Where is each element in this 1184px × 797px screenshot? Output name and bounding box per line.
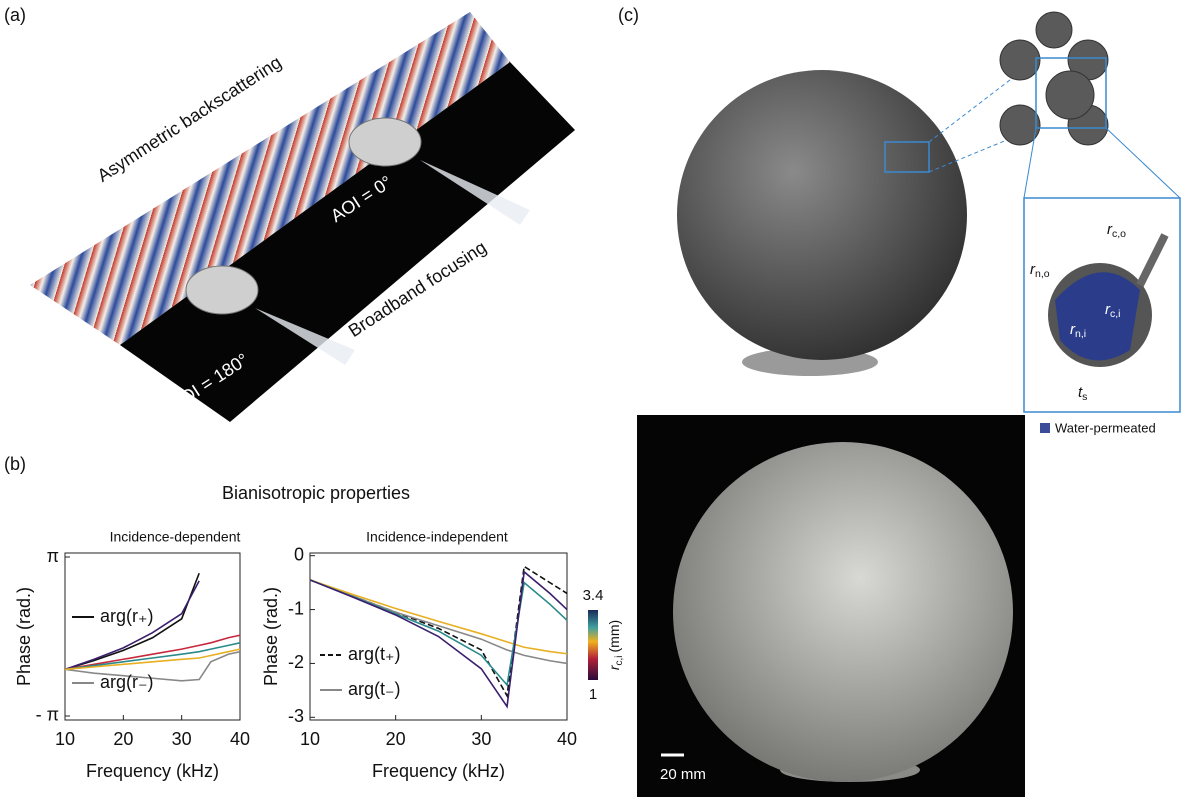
- figure: (a) Asymmetric backscattering AOI = 0° B…: [0, 0, 1184, 797]
- panel-label: (c): [618, 5, 639, 25]
- subscript: s: [1082, 391, 1087, 403]
- x-tick-label: 20: [113, 729, 133, 749]
- series-line: [65, 643, 240, 670]
- chart-title: Incidence-dependent: [110, 529, 241, 545]
- legend-label: arg(t₋): [348, 679, 401, 699]
- legend-label: arg(r₊): [100, 606, 154, 626]
- subscript: c,i: [614, 655, 625, 665]
- subscript: n,i: [1075, 328, 1086, 340]
- subscript: n,o: [1035, 268, 1050, 280]
- x-tick-label: 40: [230, 729, 250, 749]
- colorbar-min: 1: [589, 686, 597, 703]
- legend-label: Water-permeated: [1055, 420, 1156, 435]
- x-tick-label: 10: [55, 729, 75, 749]
- series-line: [65, 649, 240, 669]
- scatterer: [186, 266, 258, 314]
- x-tick-label: 10: [300, 729, 320, 749]
- x-tick-label: 30: [172, 729, 192, 749]
- page: { "panel_a": { "label": "(a)", "top_capt…: [0, 0, 1184, 797]
- unit: (mm): [606, 620, 622, 653]
- sphere-render: [677, 70, 967, 360]
- unit-cells: [1000, 12, 1108, 145]
- legend-label: arg(t₊): [348, 644, 401, 664]
- x-axis-label: Frequency (kHz): [86, 761, 219, 781]
- y-tick-label: 0: [294, 544, 304, 564]
- y-tick-label: π: [47, 546, 59, 566]
- series-line: [65, 635, 240, 669]
- colorbar-max: 3.4: [583, 587, 604, 604]
- legend-label: arg(r₋): [100, 672, 154, 692]
- x-tick-label: 30: [471, 729, 491, 749]
- panel-label: (b): [4, 454, 26, 474]
- section-title: Bianisotropic properties: [222, 483, 410, 503]
- y-tick-label: - π: [36, 705, 59, 725]
- plot-frame: [65, 553, 240, 720]
- scale-label: 20 mm: [660, 766, 706, 783]
- subscript: c,o: [1112, 228, 1126, 240]
- chart-title: Incidence-independent: [366, 529, 508, 545]
- colorbar-label: rc,i(mm): [606, 620, 625, 670]
- y-tick-label: -2: [288, 652, 304, 672]
- subscript: c,i: [1110, 308, 1121, 320]
- x-axis-label: Frequency (kHz): [372, 761, 505, 781]
- y-axis-label: Phase (rad.): [14, 587, 34, 686]
- panel-label: (a): [4, 5, 26, 25]
- y-axis-label: Phase (rad.): [261, 587, 281, 686]
- zoom-line: [1106, 128, 1180, 198]
- series-line: [310, 580, 567, 654]
- y-tick-label: -3: [288, 706, 304, 726]
- colorbar: [588, 610, 598, 680]
- legend-swatch: [1040, 423, 1050, 433]
- y-tick-label: -1: [288, 598, 304, 618]
- x-tick-label: 20: [386, 729, 406, 749]
- scatterer: [349, 118, 421, 166]
- sphere-photo: [673, 442, 1013, 782]
- x-tick-label: 40: [557, 729, 577, 749]
